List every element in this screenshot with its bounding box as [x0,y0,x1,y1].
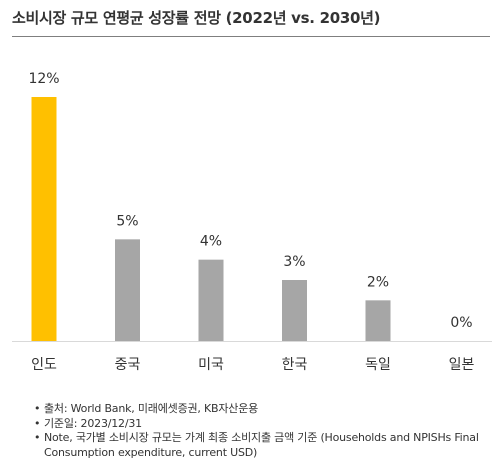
category-label-4: 한국 [282,357,308,373]
bar-4 [282,280,307,341]
value-label-5: 2% [367,274,389,290]
footnotes: 출처: World Bank, 미래에셋증권, KB자산운용 기준일: 2023… [34,402,496,460]
value-label-4: 3% [283,254,305,270]
category-label-1: 인도 [31,357,57,373]
bar-5 [365,300,391,341]
category-label-5: 독일 [365,357,391,373]
bar-chart: 12% 5% 4% 3% 2% 0% 인도 중국 미국 한국 독일 일본 [12,71,492,373]
value-label-3: 4% [200,234,222,250]
bar-1 [31,97,57,341]
value-label-2: 5% [116,213,138,229]
footnote-source: 출처: World Bank, 미래에셋증권, KB자산운용 [34,402,496,417]
category-label-6: 일본 [449,357,475,373]
value-label-6: 0% [450,315,472,331]
chart-title: 소비시장 규모 연평균 성장률 전망 (2022년 vs. 2030년) [12,9,381,27]
bar-2 [115,239,140,341]
category-label-2: 중국 [115,357,141,373]
title-divider [12,36,490,37]
value-label-1: 12% [28,71,59,87]
category-label-3: 미국 [198,357,224,373]
bar-3 [198,259,224,341]
footnote-date: 기준일: 2023/12/31 [34,417,496,432]
footnote-note: Note, 국가별 소비시장 규모는 가계 최종 소비지출 금액 기준 (Hou… [34,431,496,460]
